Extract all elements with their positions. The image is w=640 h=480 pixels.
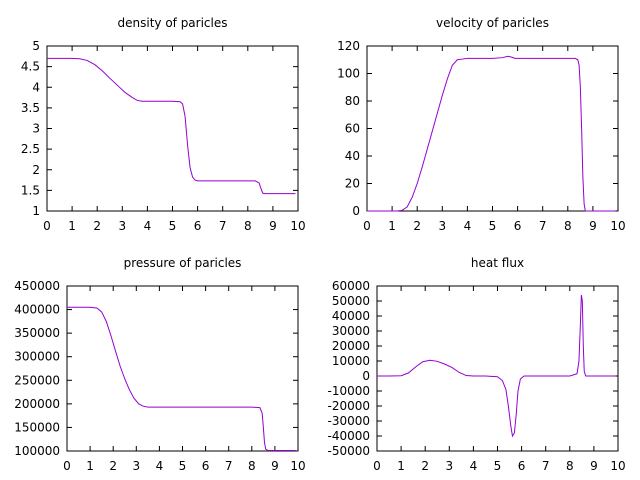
y-tick-label: 0: [352, 204, 360, 218]
chart-pressure: pressure of paricles 0 1 2 3 4 5 6 7 8 9 10 100000 15…: [14, 256, 305, 473]
x-tick-label: 6: [514, 219, 522, 233]
chart-title: pressure of paricles: [124, 256, 242, 270]
x-tick-label: 5: [169, 219, 177, 233]
y-tick-label: 4.5: [21, 60, 40, 74]
series-line-velocity: [367, 55, 616, 212]
y-tick-label: 120: [337, 39, 360, 53]
y-tick-label: 60000: [332, 279, 370, 293]
plot-frame: [366, 45, 619, 212]
series-line-density: [47, 57, 296, 195]
x-tick-label: 7: [225, 459, 233, 473]
x-tick-label: 3: [438, 219, 446, 233]
x-tick-label: 6: [202, 459, 210, 473]
y-tick-label: 50000: [332, 294, 370, 308]
y-tick-label: 2: [32, 163, 40, 177]
x-tick-label: 8: [566, 459, 574, 473]
y-tick-label: -40000: [327, 429, 370, 443]
x-tick-label: 4: [470, 459, 478, 473]
y-tick-label: 400000: [14, 303, 60, 317]
x-tick-label: 2: [421, 459, 429, 473]
y-tick-label: -20000: [327, 399, 370, 413]
x-tick-label: 0: [363, 219, 371, 233]
y-tick-label: -50000: [327, 444, 370, 458]
y-tick-label: 1: [32, 204, 40, 218]
x-tick-label: 6: [518, 459, 526, 473]
chart-title: velocity of paricles: [436, 16, 549, 30]
x-tick-label: 9: [589, 219, 597, 233]
x-tick-label: 10: [290, 219, 305, 233]
y-tick-label: -30000: [327, 414, 370, 428]
y-tick-label: 40: [345, 149, 360, 163]
x-tick-label: 10: [290, 459, 305, 473]
x-tick-label: 9: [271, 459, 279, 473]
y-tick-label: 100: [337, 67, 360, 81]
chart-title: heat flux: [471, 256, 524, 270]
x-tick-label: 1: [388, 219, 396, 233]
x-tick-label: 5: [494, 459, 502, 473]
x-tick-label: 4: [156, 459, 164, 473]
y-tick-label: 150000: [14, 420, 60, 434]
x-tick-label: 2: [93, 219, 101, 233]
x-tick-label: 7: [219, 219, 227, 233]
x-tick-label: 3: [118, 219, 126, 233]
x-tick-label: 5: [489, 219, 497, 233]
x-tick-label: 4: [464, 219, 472, 233]
y-tick-label: 100000: [14, 444, 60, 458]
y-tick-label: 3.5: [21, 101, 40, 115]
y-tick-label: 4: [32, 80, 40, 94]
series-line-heat-flux: [377, 294, 616, 438]
y-tick-label: 450000: [14, 279, 60, 293]
y-tick-label: 1.5: [21, 183, 40, 197]
x-tick-label: 2: [413, 219, 421, 233]
y-tick-label: 250000: [14, 373, 60, 387]
y-tick-label: 0: [362, 369, 370, 383]
y-tick-label: 200000: [14, 397, 60, 411]
x-tick-label: 4: [144, 219, 152, 233]
chart-title: density of paricles: [118, 16, 228, 30]
x-tick-label: 10: [610, 219, 625, 233]
x-tick-label: 9: [590, 459, 598, 473]
x-tick-label: 3: [445, 459, 453, 473]
x-tick-label: 7: [542, 459, 550, 473]
x-tick-label: 7: [539, 219, 547, 233]
y-tick-label: 2.5: [21, 142, 40, 156]
y-tick-label: 3: [32, 122, 40, 136]
x-tick-label: 5: [179, 459, 187, 473]
series-line-pressure: [67, 306, 296, 452]
x-tick-label: 10: [610, 459, 625, 473]
x-tick-label: 8: [248, 459, 256, 473]
x-tick-label: 0: [43, 219, 51, 233]
x-tick-label: 3: [132, 459, 140, 473]
x-tick-label: 0: [63, 459, 71, 473]
y-tick-label: 300000: [14, 350, 60, 364]
x-tick-label: 0: [373, 459, 381, 473]
x-tick-label: 1: [397, 459, 405, 473]
y-tick-label: 60: [345, 122, 360, 136]
x-tick-label: 6: [194, 219, 202, 233]
y-tick-label: 20000: [332, 339, 370, 353]
x-tick-label: 9: [269, 219, 277, 233]
y-tick-label: 10000: [332, 354, 370, 368]
x-tick-label: 2: [109, 459, 117, 473]
y-tick-label: 40000: [332, 309, 370, 323]
y-tick-label: 80: [345, 94, 360, 108]
y-tick-label: 5: [32, 39, 40, 53]
x-tick-label: 1: [68, 219, 76, 233]
x-tick-label: 1: [86, 459, 94, 473]
x-tick-label: 8: [564, 219, 572, 233]
y-tick-label: 20: [345, 177, 360, 191]
y-tick-label: -10000: [327, 384, 370, 398]
y-tick-label: 30000: [332, 324, 370, 338]
y-tick-label: 350000: [14, 326, 60, 340]
x-tick-label: 8: [244, 219, 252, 233]
